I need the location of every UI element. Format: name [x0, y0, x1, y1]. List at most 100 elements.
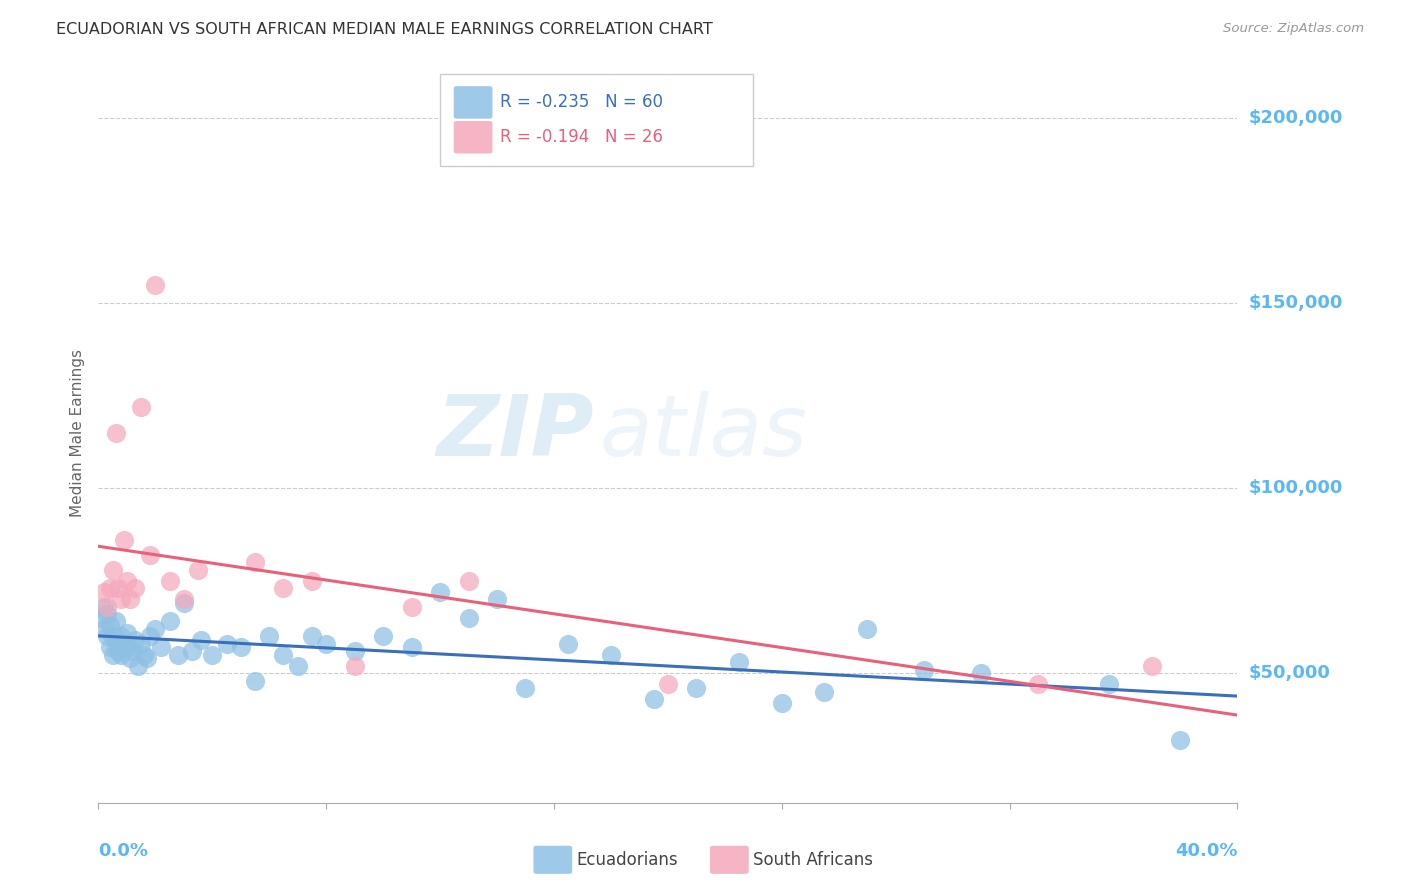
Point	[1098, 677, 1121, 691]
Point	[104, 637, 127, 651]
Point	[145, 277, 167, 292]
Point	[301, 574, 323, 588]
Point	[373, 629, 395, 643]
Text: South Africans: South Africans	[754, 851, 873, 869]
Point	[770, 696, 793, 710]
Point	[259, 629, 281, 643]
Point	[173, 592, 195, 607]
Point	[190, 632, 212, 647]
Text: Source: ZipAtlas.com: Source: ZipAtlas.com	[1223, 22, 1364, 36]
Point	[657, 677, 679, 691]
Point	[98, 640, 121, 655]
Point	[201, 648, 224, 662]
Y-axis label: Median Male Earnings: Median Male Earnings	[70, 349, 86, 516]
Point	[93, 584, 115, 599]
Point	[401, 640, 423, 655]
Point	[150, 640, 173, 655]
Point	[343, 658, 366, 673]
FancyBboxPatch shape	[710, 846, 749, 874]
Point	[1026, 677, 1049, 691]
Point	[856, 622, 879, 636]
Point	[138, 548, 160, 562]
Text: $100,000: $100,000	[1249, 479, 1343, 497]
Point	[132, 648, 155, 662]
Point	[101, 648, 124, 662]
Point	[457, 574, 479, 588]
Point	[229, 640, 252, 655]
Point	[112, 533, 135, 547]
Text: ECUADORIAN VS SOUTH AFRICAN MEDIAN MALE EARNINGS CORRELATION CHART: ECUADORIAN VS SOUTH AFRICAN MEDIAN MALE …	[56, 22, 713, 37]
Point	[93, 599, 115, 614]
Text: atlas: atlas	[599, 391, 807, 475]
Point	[101, 629, 124, 643]
Point	[145, 622, 167, 636]
Point	[287, 658, 309, 673]
Point	[96, 599, 118, 614]
Point	[101, 563, 124, 577]
Text: $150,000: $150,000	[1249, 294, 1343, 312]
Text: 0.0%: 0.0%	[98, 842, 149, 860]
Text: ZIP: ZIP	[436, 391, 593, 475]
Point	[187, 563, 209, 577]
Point	[970, 666, 993, 681]
Point	[112, 637, 135, 651]
Point	[515, 681, 537, 695]
Point	[124, 632, 146, 647]
Point	[124, 581, 146, 595]
FancyBboxPatch shape	[454, 87, 492, 119]
Point	[98, 581, 121, 595]
Point	[301, 629, 323, 643]
Point	[728, 655, 751, 669]
Point	[643, 692, 665, 706]
Point	[104, 615, 127, 629]
Point	[127, 658, 149, 673]
Point	[121, 644, 143, 658]
FancyBboxPatch shape	[454, 121, 492, 153]
Point	[107, 644, 129, 658]
Point	[557, 637, 579, 651]
Point	[429, 584, 451, 599]
Point	[243, 673, 266, 688]
Point	[215, 637, 238, 651]
Point	[173, 596, 195, 610]
Point	[457, 610, 479, 624]
Point	[159, 574, 181, 588]
Point	[107, 581, 129, 595]
Point	[115, 640, 138, 655]
Point	[110, 592, 132, 607]
Point	[401, 599, 423, 614]
Point	[96, 629, 118, 643]
Point	[167, 648, 190, 662]
Text: R = -0.194   N = 26: R = -0.194 N = 26	[501, 128, 664, 146]
Point	[118, 592, 141, 607]
Point	[129, 637, 152, 651]
Point	[1140, 658, 1163, 673]
Point	[98, 618, 121, 632]
Point	[685, 681, 707, 695]
Text: R = -0.235   N = 60: R = -0.235 N = 60	[501, 94, 664, 112]
Point	[273, 648, 295, 662]
Point	[96, 607, 118, 621]
Point	[315, 637, 337, 651]
Point	[110, 648, 132, 662]
Point	[343, 644, 366, 658]
Point	[90, 610, 112, 624]
Point	[600, 648, 623, 662]
Point	[118, 651, 141, 665]
Point	[243, 555, 266, 569]
Point	[115, 574, 138, 588]
Point	[1170, 732, 1192, 747]
Point	[93, 622, 115, 636]
Point	[138, 629, 160, 643]
Text: $50,000: $50,000	[1249, 665, 1330, 682]
Point	[104, 425, 127, 440]
Point	[135, 651, 157, 665]
Point	[110, 629, 132, 643]
Point	[115, 625, 138, 640]
FancyBboxPatch shape	[440, 73, 754, 166]
Point	[912, 663, 935, 677]
Text: $200,000: $200,000	[1249, 109, 1343, 127]
Point	[273, 581, 295, 595]
Point	[486, 592, 509, 607]
Point	[129, 400, 152, 414]
